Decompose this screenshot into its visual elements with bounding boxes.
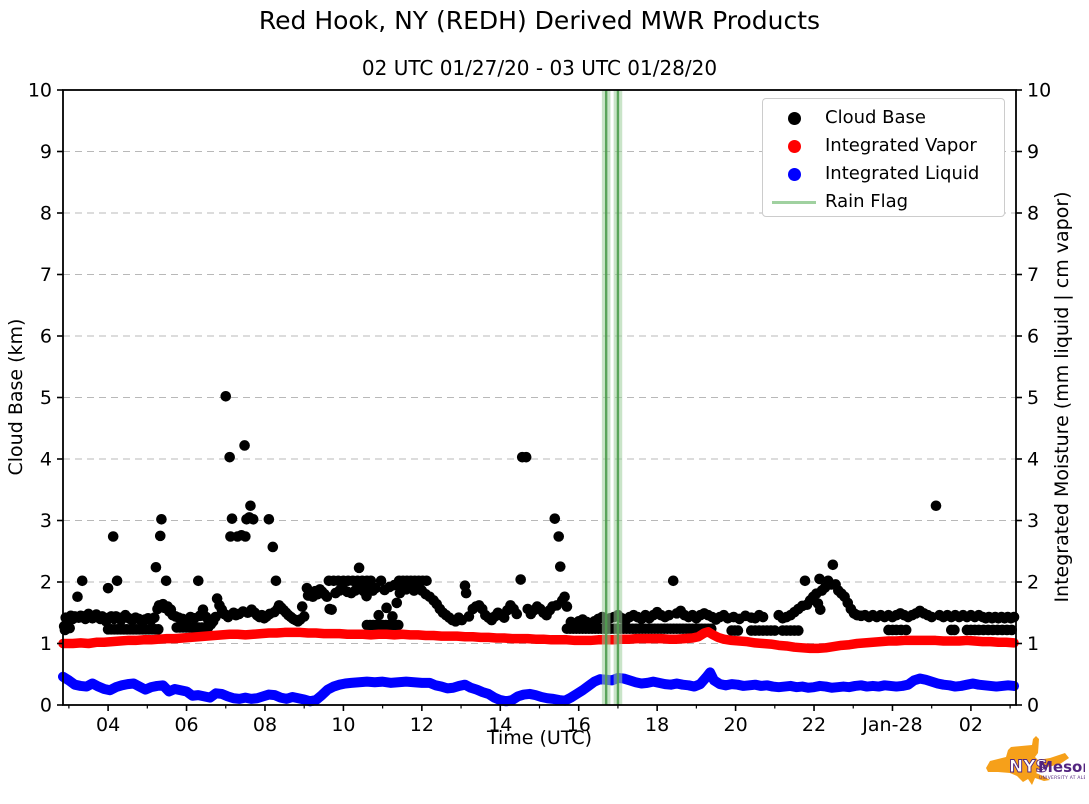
- svg-text:Jan-28: Jan-28: [861, 714, 922, 736]
- legend: Cloud Base Integrated Vapor Integrated L…: [762, 98, 1005, 217]
- svg-text:3: 3: [1027, 510, 1039, 532]
- x-axis-label: Time (UTC): [486, 727, 593, 749]
- legend-item-integrated-vapor: Integrated Vapor: [763, 132, 1004, 160]
- svg-text:3: 3: [40, 510, 52, 532]
- nys-mesonet-logo: NYS Mesonet UNIVERSITY AT ALBANY: [986, 736, 1085, 785]
- legend-label-cloud-base: Cloud Base: [825, 107, 926, 128]
- svg-text:4: 4: [1027, 449, 1039, 471]
- svg-text:8: 8: [1027, 203, 1039, 225]
- integrated-vapor-dot-icon: [787, 139, 801, 153]
- svg-text:7: 7: [1027, 264, 1039, 286]
- cloud-base-dot-icon: [787, 111, 801, 125]
- svg-text:0: 0: [40, 695, 52, 717]
- legend-label-rain-flag: Rain Flag: [825, 191, 909, 212]
- svg-text:08: 08: [253, 714, 277, 736]
- svg-text:2: 2: [40, 572, 52, 594]
- legend-item-rain-flag: Rain Flag: [763, 188, 1004, 216]
- legend-label-integrated-vapor: Integrated Vapor: [825, 135, 977, 156]
- svg-text:4: 4: [40, 449, 52, 471]
- svg-text:9: 9: [40, 141, 52, 163]
- svg-text:10: 10: [28, 80, 52, 102]
- chart-title: Red Hook, NY (REDH) Derived MWR Products: [258, 6, 821, 35]
- chart-subtitle: 02 UTC 01/27/20 - 03 UTC 01/28/20: [361, 56, 718, 80]
- ny-state-shape-icon: [986, 736, 1069, 785]
- svg-text:16: 16: [567, 714, 591, 736]
- svg-text:02: 02: [959, 714, 983, 736]
- svg-text:10: 10: [331, 714, 355, 736]
- svg-text:10: 10: [1027, 80, 1051, 102]
- svg-text:18: 18: [645, 714, 669, 736]
- legend-item-integrated-liquid: Integrated Liquid: [763, 160, 1004, 188]
- svg-text:20: 20: [723, 714, 747, 736]
- svg-text:1: 1: [40, 633, 52, 655]
- integrated-liquid-dot-icon: [787, 167, 801, 181]
- logo-subtitle-text: UNIVERSITY AT ALBANY: [1039, 775, 1085, 781]
- svg-text:9: 9: [1027, 141, 1039, 163]
- logo-mesonet-text: Mesonet: [1038, 758, 1085, 776]
- legend-item-cloud-base: Cloud Base: [763, 104, 1004, 132]
- svg-text:6: 6: [1027, 326, 1039, 348]
- svg-text:12: 12: [410, 714, 434, 736]
- svg-text:04: 04: [96, 714, 120, 736]
- svg-text:6: 6: [40, 326, 52, 348]
- svg-text:2: 2: [1027, 572, 1039, 594]
- svg-text:1: 1: [1027, 633, 1039, 655]
- svg-text:14: 14: [488, 714, 512, 736]
- svg-text:8: 8: [40, 203, 52, 225]
- legend-label-integrated-liquid: Integrated Liquid: [825, 163, 980, 184]
- svg-text:5: 5: [1027, 387, 1039, 409]
- svg-text:0: 0: [1027, 695, 1039, 717]
- svg-text:5: 5: [40, 387, 52, 409]
- rain-flag-line-icon: [772, 200, 816, 204]
- logo-nys-text: NYS: [1009, 757, 1048, 777]
- svg-text:06: 06: [174, 714, 198, 736]
- svg-text:22: 22: [802, 714, 826, 736]
- svg-text:7: 7: [40, 264, 52, 286]
